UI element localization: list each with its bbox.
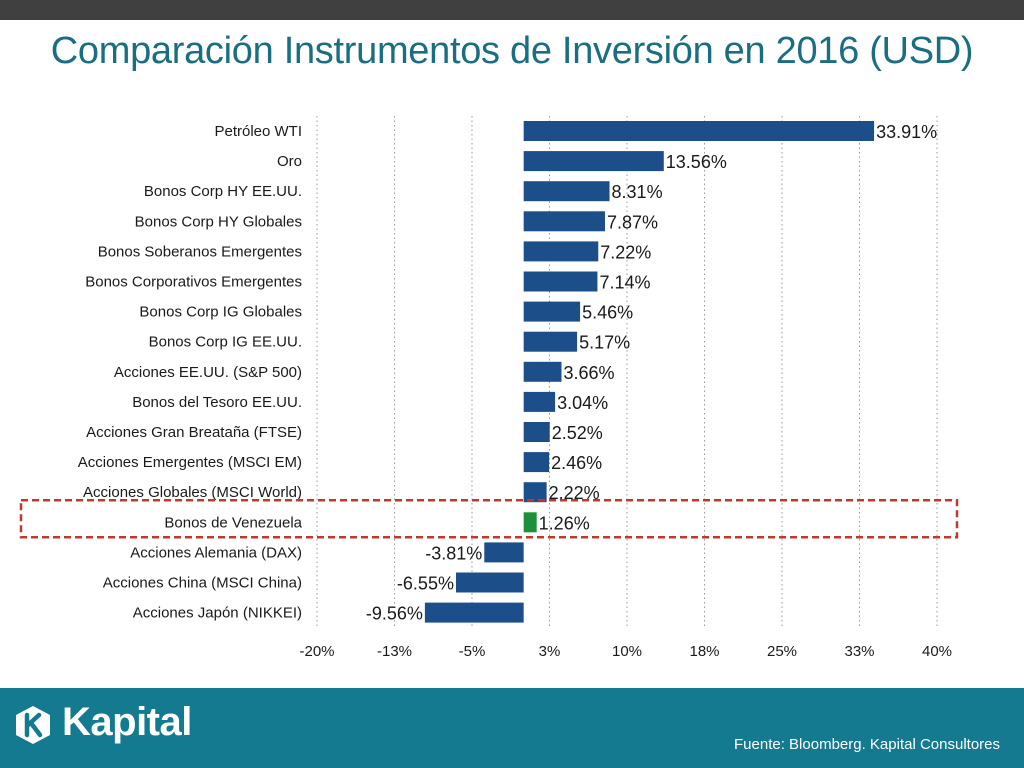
category-label: Acciones EE.UU. (S&P 500) [114,364,302,381]
data-label: -9.56% [366,604,423,624]
category-label: Bonos Corporativos Emergentes [85,274,302,291]
x-tick-label: 25% [767,643,797,660]
x-tick-label: -5% [459,643,486,660]
x-tick-label: 40% [922,643,952,660]
category-label: Petróleo WTI [214,123,302,140]
data-label: -3.81% [425,543,482,563]
data-label: 8.31% [612,182,663,202]
data-label: 3.66% [563,363,614,383]
highlight-bar [523,512,537,533]
bar [523,482,547,503]
data-label: -6.55% [397,574,454,594]
brand-name: Kapital [62,700,192,744]
bar [424,602,524,623]
bar [523,391,556,412]
bar [523,422,550,442]
footer: Kapital Fuente: Bloomberg. Kapital Consu… [0,688,1024,768]
category-label: Acciones Emergentes (MSCI EM) [78,454,302,471]
bar-chart: -20% -13% -5% 3% 10% 18% 25% 33% 40% Petróleo WTI… [19,116,959,660]
data-label: 5.46% [582,303,633,323]
data-label: 7.22% [600,242,651,262]
x-tick-label: 18% [689,643,719,660]
bar [523,121,875,141]
category-label: Bonos Soberanos Emergentes [98,243,302,260]
data-label: 13.56% [666,152,727,172]
page-title: Comparación Instrumentos de Inversión en… [50,30,974,72]
x-tick-label: -20% [299,643,334,660]
highlight-box [19,499,959,539]
data-label: 1.26% [539,513,590,533]
x-tick-label: -13% [377,643,412,660]
x-tick-label: 33% [844,643,874,660]
category-label: Bonos Corp IG Globales [139,304,302,321]
category-label: Bonos de Venezuela [164,514,302,531]
data-label: 33.91% [876,122,937,142]
bar [523,271,598,292]
category-label: Bonos del Tesoro EE.UU. [132,394,302,411]
data-label: 2.52% [552,423,603,443]
bar [523,361,562,382]
source-note: Fuente: Bloomberg. Kapital Consultores [734,736,1000,753]
category-label: Acciones Alemania (DAX) [130,544,302,561]
x-tick-label: 10% [612,643,642,660]
category-label: Bonos Corp HY EE.UU. [144,183,302,200]
data-label: 5.17% [579,333,630,353]
bar [455,572,524,593]
bar [523,301,581,322]
data-label: 2.22% [549,483,600,503]
category-label: Bonos Corp HY Globales [135,213,302,230]
category-label: Oro [277,153,302,170]
top-bar [0,0,1024,20]
category-label: Acciones Globales (MSCI World) [83,484,302,501]
x-tick-label: 3% [539,643,561,660]
data-label: 3.04% [557,393,608,413]
category-label: Acciones China (MSCI China) [103,575,302,592]
bar [523,151,664,172]
bar [523,331,578,352]
data-label: 7.87% [607,212,658,232]
bar [523,241,599,262]
bar [523,452,550,473]
category-label: Acciones Gran Breataña (FTSE) [86,424,302,441]
bar [523,211,605,232]
category-label: Bonos Corp IG EE.UU. [149,334,302,351]
data-label: 2.46% [551,453,602,473]
kapital-logo-icon [16,706,50,744]
data-label: 7.14% [599,273,650,293]
bar [484,542,524,563]
category-label: Acciones Japón (NIKKEI) [133,605,302,622]
bar [523,181,610,202]
